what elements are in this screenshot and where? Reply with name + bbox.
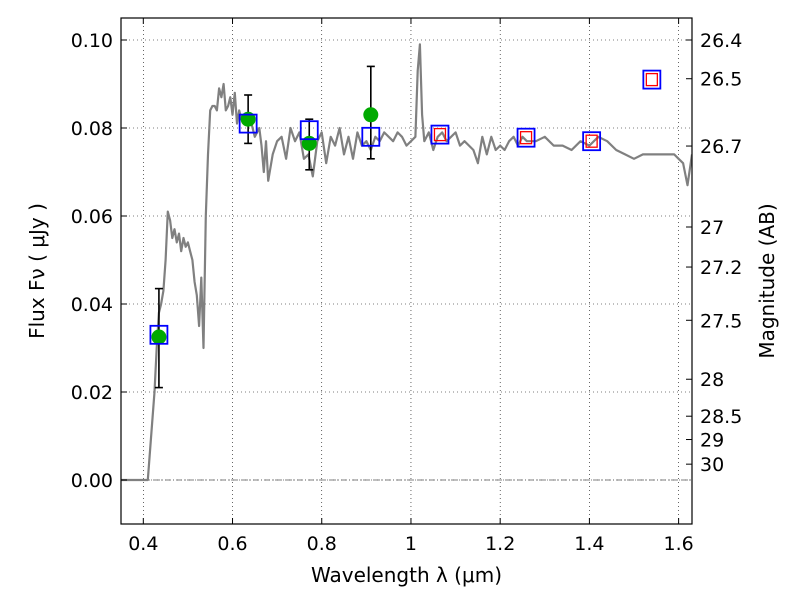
y-tick-right-label: 27.5 <box>700 310 742 332</box>
y-tick-right-label: 26.7 <box>700 136 742 158</box>
x-tick-label: 1.6 <box>664 533 694 555</box>
series-group <box>121 43 692 482</box>
x-tick-label: 0.8 <box>307 533 337 555</box>
photometry-point <box>363 107 379 123</box>
axis-ticks: 0.4 0.6 0.8 1 1.2 1.4 1.6 0.00 0.02 0.04 0.06 0.08 0… <box>71 18 742 555</box>
model-flux-square-inner <box>645 72 659 87</box>
model-flux-square <box>582 131 602 152</box>
y-tick-right-label: 30 <box>700 454 724 476</box>
y-tick-right-label: 28.5 <box>700 406 742 428</box>
y-tick-label: 0.06 <box>71 206 113 228</box>
y-axis-label: Flux Fν ( μJy ) <box>25 203 49 339</box>
model-flux-square <box>516 127 536 148</box>
y-tick-right-label: 26.4 <box>700 30 742 52</box>
y-tick-right-label: 29 <box>700 430 724 452</box>
model-flux-square <box>238 113 258 134</box>
x-tick-label: 1.2 <box>485 533 515 555</box>
y-tick-label: 0.08 <box>71 118 113 140</box>
model-flux-square <box>149 324 169 345</box>
model-flux-square-inner <box>585 134 598 148</box>
photometry-point <box>301 135 317 151</box>
x-tick-label: 0.4 <box>128 533 158 555</box>
plot-frame <box>120 17 693 525</box>
model-flux-square <box>361 126 381 147</box>
x-axis-label: Wavelength λ (μm) <box>311 563 502 587</box>
y-tick-right-label: 28 <box>700 369 724 391</box>
y-tick-label: 0.02 <box>71 382 113 404</box>
plot-area <box>121 43 692 482</box>
model-flux-square <box>299 120 319 141</box>
y-tick-right-label: 27.2 <box>700 257 742 279</box>
photometry-point <box>151 329 167 345</box>
y-tick-right-label: 26.5 <box>700 69 742 91</box>
grid <box>121 18 692 524</box>
model-flux-square <box>430 124 450 145</box>
y-tick-label: 0.00 <box>71 470 113 492</box>
x-tick-label: 1 <box>405 533 417 555</box>
x-tick-label: 0.6 <box>217 533 247 555</box>
x-tick-label: 1.4 <box>574 533 604 555</box>
y-tick-label: 0.10 <box>71 30 113 52</box>
model-flux-square-inner <box>519 131 533 145</box>
y-axis-right-label: Magnitude (AB) <box>755 203 779 358</box>
model-spectrum-line <box>121 43 692 482</box>
model-flux-square <box>642 69 662 90</box>
y-tick-right-label: 27 <box>700 217 724 239</box>
model-flux-square-inner <box>433 127 447 142</box>
y-tick-label: 0.04 <box>71 294 113 316</box>
